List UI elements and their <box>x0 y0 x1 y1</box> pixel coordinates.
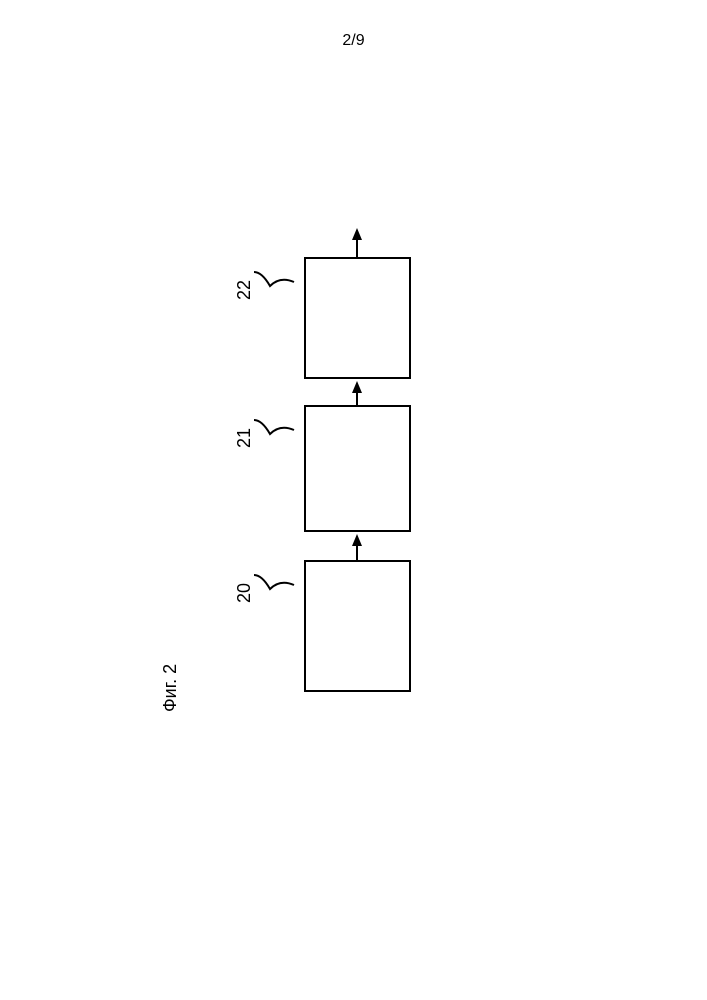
block-diagram: 20 21 22 <box>0 0 707 1000</box>
block-22 <box>305 258 410 378</box>
ref-label-22: 22 <box>234 280 254 300</box>
arrow-head-2 <box>352 228 362 240</box>
leader-20 <box>254 575 294 589</box>
ref-label-20: 20 <box>234 583 254 603</box>
leader-21 <box>254 420 294 434</box>
block-21 <box>305 406 410 531</box>
arrow-head-0 <box>352 534 362 546</box>
block-20 <box>305 561 410 691</box>
arrow-head-1 <box>352 381 362 393</box>
leader-22 <box>254 272 294 286</box>
ref-label-21: 21 <box>234 428 254 448</box>
